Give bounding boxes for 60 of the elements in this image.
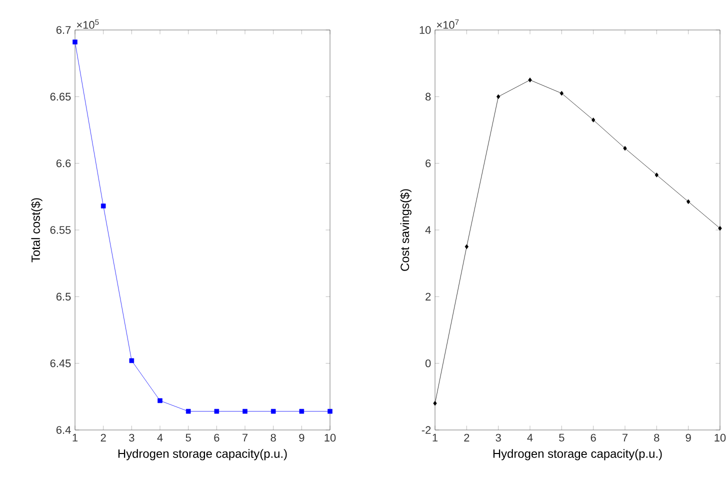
x-tick-label: 5 <box>559 434 564 442</box>
point <box>496 94 500 100</box>
x-tick-label: 9 <box>686 434 691 442</box>
point <box>528 78 532 82</box>
x-tick-label: 1 <box>432 434 438 442</box>
x-tick-label: 7 <box>622 434 628 442</box>
y-tick-label: 6.7 <box>56 26 71 34</box>
y-tick-label: 6.4 <box>56 426 71 434</box>
point <box>623 146 627 151</box>
x-tick-label: 8 <box>654 434 660 442</box>
y-tick-label: 8 <box>426 92 431 101</box>
point <box>718 226 722 231</box>
point <box>686 199 690 204</box>
y-tick-label: 6.5 <box>56 292 71 301</box>
point <box>72 40 78 44</box>
x-tick-label: 8 <box>270 434 276 442</box>
x-tick-label: 3 <box>496 434 501 442</box>
y-axis-title: Cost savings($) <box>400 189 412 271</box>
y-tick-label: 0 <box>425 359 431 368</box>
point <box>158 398 162 404</box>
point <box>433 400 437 406</box>
y-tick-label: -2 <box>422 426 431 434</box>
x-tick-label: 4 <box>157 434 163 442</box>
point <box>186 408 191 414</box>
y-tick-label: 6.65 <box>50 92 71 101</box>
x-tick-label: 5 <box>186 434 191 442</box>
y-tick-label: 4 <box>425 226 431 234</box>
point <box>214 408 220 414</box>
point <box>464 244 469 250</box>
y-tick-label: 6.6 <box>56 159 71 168</box>
point <box>591 118 596 122</box>
x-axis-title: Hydrogen storage capacity(p.u.) <box>118 449 287 460</box>
x-tick-label: 1 <box>72 434 78 442</box>
x-tick-label: 4 <box>527 434 533 442</box>
y-tick-label: 10 <box>420 26 431 34</box>
x-axis-title: Hydrogen storage capacity(p.u.) <box>493 449 662 460</box>
x-tick-label: 6 <box>214 434 220 442</box>
x-tick-label: 2 <box>464 434 470 442</box>
y-tick-label: 6.45 <box>50 359 71 368</box>
y-axis-title: Total cost($) <box>31 198 42 262</box>
point <box>654 172 659 178</box>
y-tick-label: 2 <box>426 292 431 300</box>
point <box>100 204 106 208</box>
point <box>299 408 304 414</box>
point <box>560 90 564 96</box>
x-tick-label: 9 <box>299 434 304 442</box>
text: ×10$^{7}$ <box>436 19 459 29</box>
y-tick-label: 6.55 <box>50 226 71 234</box>
point <box>242 408 248 414</box>
x-tick-label: 2 <box>100 434 106 442</box>
point <box>328 408 332 414</box>
x-tick-label: 10 <box>714 434 726 442</box>
point <box>129 358 134 364</box>
x-tick-label: 6 <box>590 434 596 442</box>
x-tick-label: 7 <box>242 434 248 442</box>
text: ×10$^{5}$ <box>76 19 99 29</box>
x-tick-label: 3 <box>129 434 134 442</box>
y-tick-label: 6 <box>426 159 431 168</box>
point <box>270 408 276 414</box>
x-tick-label: 10 <box>324 434 336 442</box>
